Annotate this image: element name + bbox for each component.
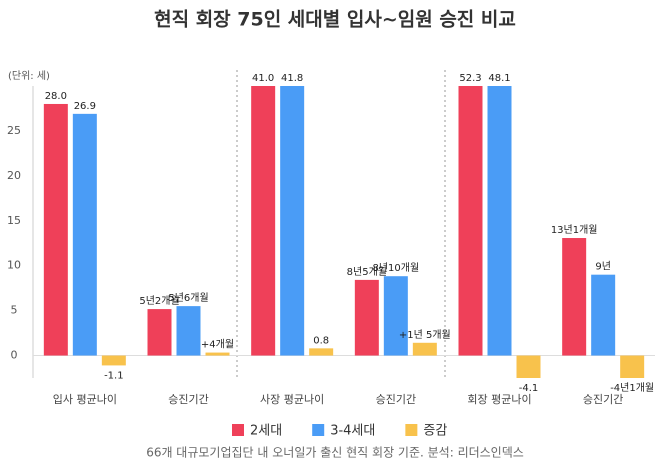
value-label: 41.0 bbox=[252, 73, 274, 84]
chart-title: 현직 회장 75인 세대별 입사~임원 승진 비교 bbox=[154, 9, 516, 31]
y-tick-label: 10 bbox=[7, 259, 21, 272]
legend-swatch bbox=[405, 424, 418, 436]
bar bbox=[280, 86, 305, 356]
x-tick-label: 사장 평균나이 bbox=[260, 393, 324, 406]
bar bbox=[251, 86, 276, 356]
legend-swatch bbox=[312, 424, 325, 436]
x-tick-label: 승진기간 bbox=[583, 393, 623, 406]
y-tick-label: 15 bbox=[7, 214, 21, 227]
bar bbox=[383, 276, 408, 356]
bar bbox=[487, 86, 512, 356]
value-label: 5년2개월 bbox=[139, 295, 179, 307]
value-label: -4년1개월 bbox=[610, 382, 654, 394]
value-label: 41.8 bbox=[281, 73, 303, 84]
value-label: 8년5개월 bbox=[347, 266, 387, 278]
value-label: -4.1 bbox=[519, 383, 539, 394]
value-label: -1.1 bbox=[104, 370, 124, 381]
legend-label: 2세대 bbox=[250, 424, 282, 439]
bar bbox=[516, 355, 541, 378]
x-tick-label: 승진기간 bbox=[376, 393, 416, 406]
bar bbox=[620, 355, 645, 378]
bar bbox=[147, 309, 172, 356]
value-label: 5년6개월 bbox=[168, 292, 208, 304]
bar bbox=[101, 355, 126, 366]
bar bbox=[458, 86, 483, 356]
bar bbox=[176, 306, 201, 356]
bar bbox=[591, 274, 616, 356]
legend-label: 3-4세대 bbox=[330, 424, 375, 439]
value-label: 28.0 bbox=[45, 91, 67, 102]
value-label: 13년1개월 bbox=[551, 224, 598, 236]
value-label: 26.9 bbox=[74, 101, 96, 112]
value-label: 48.1 bbox=[488, 73, 510, 84]
y-tick-label: 0 bbox=[11, 349, 18, 362]
bar bbox=[354, 279, 379, 356]
note: 66개 대규모기업집단 내 오너일가 출신 현직 회장 기준. 분석: 리더스인… bbox=[146, 446, 524, 460]
y-tick-label: 5 bbox=[11, 304, 18, 317]
bar bbox=[72, 113, 97, 356]
bar bbox=[309, 348, 334, 356]
x-tick-label: 승진기간 bbox=[168, 393, 208, 406]
value-label: +1년 5개월 bbox=[399, 329, 451, 341]
value-label: +4개월 bbox=[201, 339, 234, 351]
value-label: 9년 bbox=[595, 261, 611, 273]
y-tick-label: 20 bbox=[7, 169, 21, 182]
x-tick-label: 입사 평균나이 bbox=[53, 393, 117, 406]
x-tick-label: 회장 평균나이 bbox=[467, 393, 531, 406]
value-label: 52.3 bbox=[459, 73, 481, 84]
legend-label: 증감 bbox=[423, 424, 447, 439]
bar bbox=[205, 352, 230, 356]
y-tick-label: 25 bbox=[7, 124, 21, 137]
value-label: 0.8 bbox=[313, 335, 329, 346]
y-axis-label: (단위: 세) bbox=[8, 69, 50, 82]
legend-swatch bbox=[232, 424, 244, 436]
bar bbox=[562, 238, 587, 356]
value-label: 8년10개월 bbox=[372, 262, 419, 274]
bar bbox=[43, 103, 68, 356]
bar bbox=[412, 342, 437, 356]
